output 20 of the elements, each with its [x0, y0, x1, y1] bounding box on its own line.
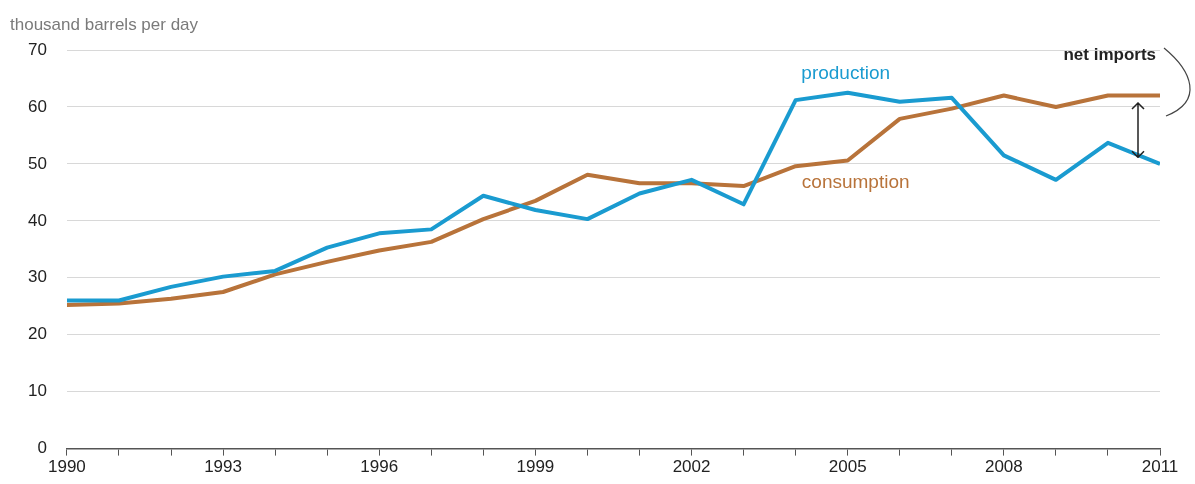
y-tick-label: 10	[27, 381, 47, 401]
y-tick-label: 60	[27, 96, 47, 116]
y-tick-label: 0	[37, 438, 47, 458]
y-tick-label: 70	[27, 39, 47, 59]
x-tick-label: 1990	[48, 457, 86, 477]
annotation: net imports	[1063, 45, 1156, 64]
series-label: consumption	[801, 171, 910, 193]
x-tick-label: 2002	[672, 457, 711, 477]
y-tick-label: 50	[27, 153, 47, 173]
x-tick-label: 2005	[828, 457, 867, 477]
y-axis-title: thousand barrels per day	[10, 15, 199, 34]
x-tick-label: 2011	[1141, 457, 1179, 477]
y-tick-label: 30	[27, 267, 47, 287]
y-tick-label: 20	[27, 324, 47, 344]
x-tick-label: 2008	[984, 457, 1023, 477]
x-tick-label: 1996	[360, 457, 399, 477]
x-tick-label: 1999	[516, 457, 555, 477]
y-tick-label: 40	[27, 210, 47, 230]
x-tick-label: 1993	[204, 457, 242, 477]
series-label: production	[801, 61, 891, 83]
